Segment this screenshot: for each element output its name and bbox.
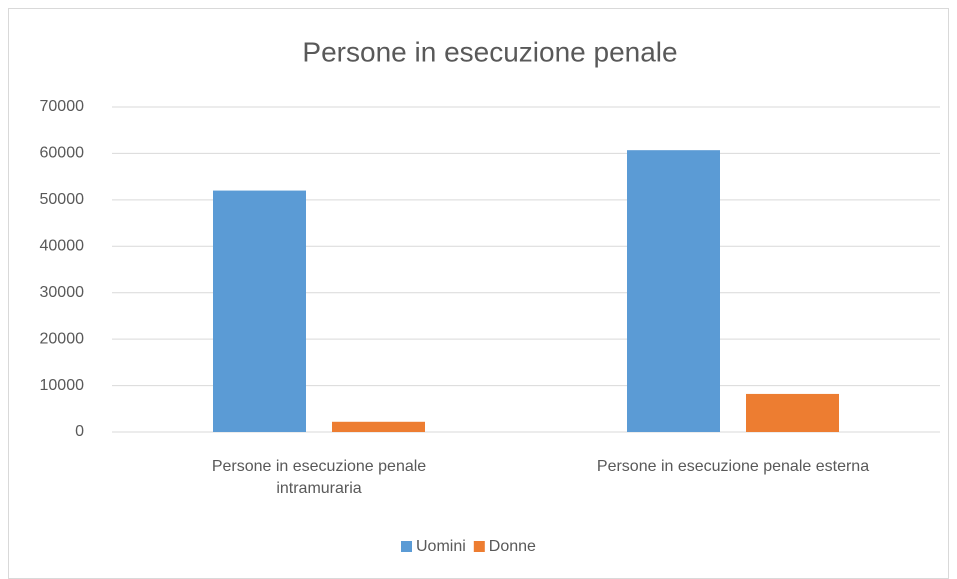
- legend-swatch: [401, 541, 412, 552]
- bar: [332, 421, 425, 432]
- bar: [746, 393, 839, 432]
- y-tick-label: 70000: [40, 98, 85, 115]
- y-tick-label: 10000: [40, 377, 85, 394]
- chart-title: Persone in esecuzione penale: [302, 36, 677, 67]
- legend-label: Uomini: [416, 538, 466, 555]
- y-tick-label: 50000: [40, 191, 85, 208]
- bar: [213, 190, 306, 432]
- bar: [627, 150, 720, 432]
- y-tick-label: 20000: [40, 330, 85, 347]
- y-tick-label: 30000: [40, 284, 85, 301]
- x-tick-label: Persone in esecuzione penale intramurari…: [211, 458, 427, 497]
- legend-swatch: [473, 541, 485, 552]
- chart-frame: [8, 8, 949, 579]
- y-tick-label: 40000: [40, 238, 85, 255]
- x-tick-label: Persone in esecuzione penale esterna: [596, 458, 870, 475]
- y-tick-label: 0: [75, 423, 84, 440]
- y-tick-label: 60000: [40, 145, 85, 162]
- legend-label: Donne: [489, 538, 536, 555]
